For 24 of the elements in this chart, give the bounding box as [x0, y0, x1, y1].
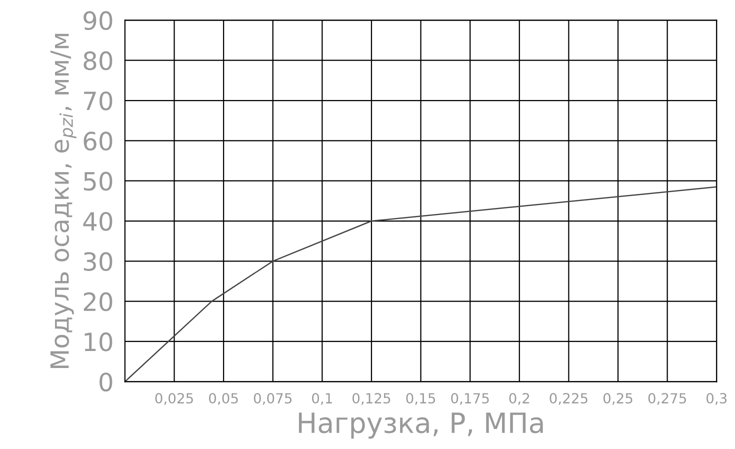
y-tick-label: 40	[83, 212, 112, 231]
y-tick-label: 70	[84, 91, 112, 110]
x-tick-label: 0,25	[603, 393, 632, 405]
y-tick-label: 90	[84, 11, 112, 30]
x-tick-label: 0,025	[155, 393, 193, 405]
y-tick-label: 80	[84, 51, 112, 70]
x-tick-label: 0,3	[706, 393, 727, 405]
y-tick-label: 0	[100, 372, 112, 392]
y-axis-title: Модуль осадки, e$_{pzi}$, мм/м	[50, 34, 76, 368]
x-tick-label: 0,175	[451, 393, 489, 405]
x-tick-label: 0,275	[648, 393, 686, 405]
x-axis-title: Нагрузка, P, МПа	[298, 412, 543, 439]
y-tick-label: 10	[84, 332, 112, 352]
x-tick-label: 0,225	[550, 393, 588, 405]
x-tick-label: 0,2	[509, 393, 530, 405]
y-tick-label: 50	[84, 172, 112, 191]
x-tick-label: 0,075	[254, 393, 292, 405]
y-tick-label: 20	[84, 292, 112, 312]
y-tick-label: 30	[84, 252, 112, 272]
x-tick-label: 0,1	[312, 393, 332, 405]
x-tick-label: 0,125	[352, 393, 390, 405]
x-tick-label: 0,15	[406, 393, 436, 405]
x-tick-label: 0,05	[209, 393, 238, 405]
y-tick-label: 60	[84, 132, 112, 151]
